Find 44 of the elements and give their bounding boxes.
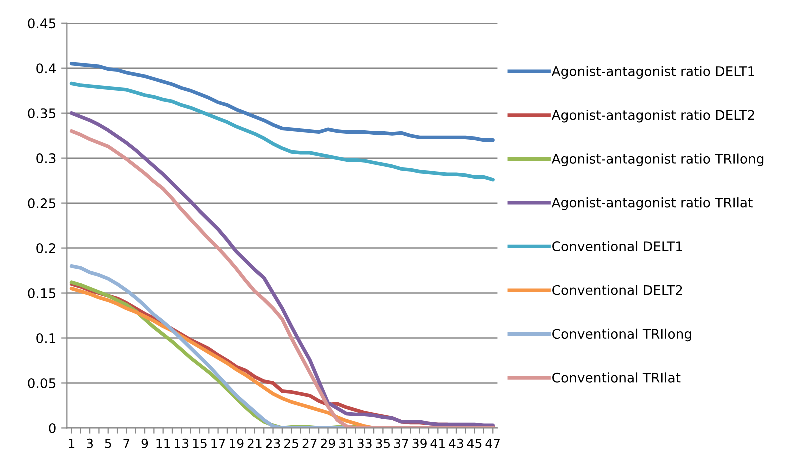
x-tick-label: 23	[266, 438, 280, 448]
x-tick-label: 13	[175, 438, 189, 448]
line-series	[70, 62, 495, 142]
x-tick-label: 25	[284, 438, 298, 448]
legend-label: Conventional DELT2	[552, 285, 682, 296]
x-tick-label: 5	[105, 439, 112, 448]
x-tick-label: 3	[87, 438, 94, 448]
x-tick-label: 17	[212, 439, 226, 448]
y-tick-label: 0.05	[28, 378, 56, 388]
legend-label: Agonist-antagonist ratio TRIlat	[552, 198, 753, 210]
y-tick-label: 0.1	[36, 333, 56, 344]
x-tick-label: 19	[230, 438, 244, 448]
y-tick-label: 0.35	[28, 108, 56, 119]
y-tick-label: 0.45	[28, 18, 56, 29]
x-tick-label: 15	[193, 439, 207, 448]
x-tick-label: 35	[376, 438, 390, 448]
x-tick-label: 39	[412, 438, 427, 448]
legend-label: Agonist-antagonist ratio DELT1	[552, 66, 754, 79]
x-tick-label: 27	[302, 438, 317, 448]
x-tick-label: 37	[394, 438, 408, 448]
y-tick-label: 0.3	[36, 154, 56, 164]
x-tick-label: 7	[124, 439, 130, 448]
x-tick-label: 41	[430, 439, 445, 448]
legend-label: Agonist-antagonist ratio DELT2	[552, 110, 754, 123]
y-tick-label: 0.2	[36, 244, 56, 254]
y-tick-label: 0	[49, 423, 56, 434]
legend-label: Conventional DELT1	[552, 241, 682, 252]
legend-label: Conventional TRIlat	[552, 372, 681, 383]
x-tick-label: 29	[321, 438, 336, 448]
x-tick-label: 11	[156, 439, 170, 448]
x-tick-label: 31	[340, 438, 354, 448]
x-tick-label: 33	[358, 438, 372, 448]
y-tick-label: 0.4	[36, 64, 56, 74]
line-series	[70, 82, 495, 182]
legend-label: Agonist-antagonist ratio TRIlong	[552, 154, 764, 167]
x-tick-label: 1	[69, 439, 75, 448]
y-tick-label: 0.25	[28, 198, 56, 209]
x-tick-label: 9	[142, 438, 148, 448]
y-tick-label: 0.15	[28, 288, 56, 298]
legend-label: Conventional TRIlong	[552, 328, 692, 342]
x-tick-label: 43	[449, 438, 464, 448]
x-tick-label: 21	[248, 438, 262, 448]
x-tick-label: 45	[467, 439, 482, 448]
x-tick-label: 47	[486, 439, 500, 448]
